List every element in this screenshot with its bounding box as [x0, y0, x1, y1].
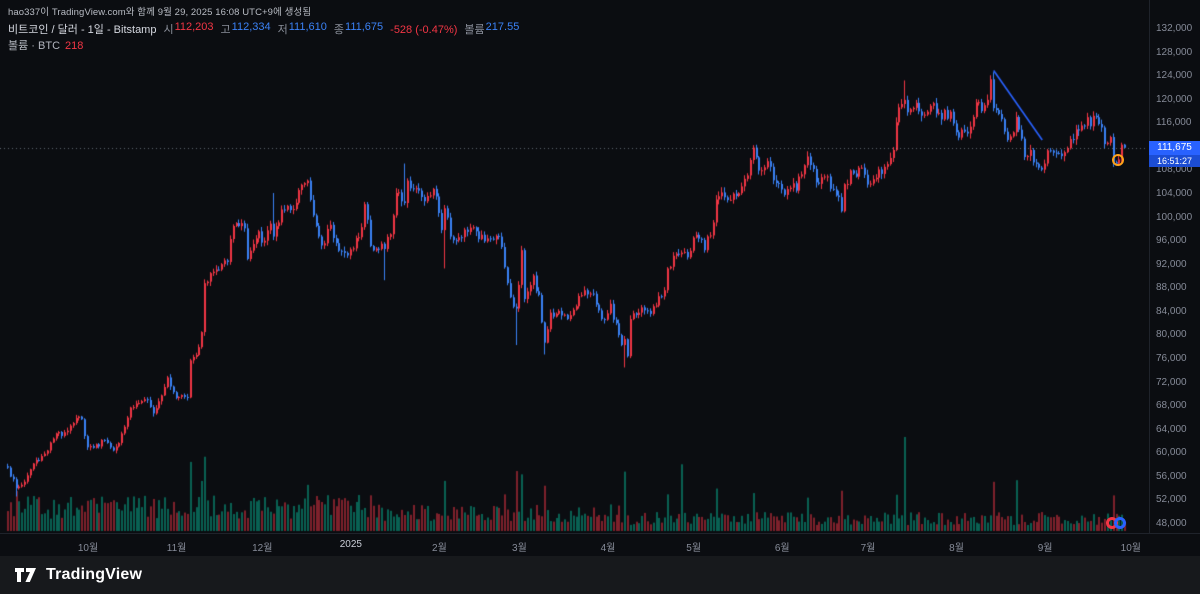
price-axis-label: 84,000 — [1156, 305, 1187, 317]
price-axis-label: 132,000 — [1156, 23, 1193, 34]
price-axis-label: 120,000 — [1156, 93, 1193, 105]
price-axis-label: 80,000 — [1156, 329, 1187, 341]
time-axis-label: 2025 — [339, 539, 362, 550]
last-price-text: 111,675 — [1157, 142, 1192, 153]
last-price-label: 111,675 — [1149, 141, 1200, 155]
low-pair: 저 111,610 — [278, 21, 327, 37]
tradingview-logo-text[interactable]: TradingView — [46, 566, 143, 583]
change-value: -528 (-0.47%) — [390, 24, 458, 36]
time-axis-label: 2월 — [432, 543, 447, 554]
price-axis-label: 104,000 — [1156, 188, 1193, 199]
bar-countdown-label: 16:51:27 — [1149, 155, 1200, 167]
time-axis[interactable]: 10월 11월 12월 2025 2월 3월 4월 5월 6월 7월 8월 9월 10월 — [0, 533, 1200, 556]
price-axis-label: 128,000 — [1156, 46, 1193, 58]
high-label: 고 — [220, 24, 231, 36]
price-axis-label: 52,000 — [1156, 494, 1187, 506]
time-axis-label: 12월 — [252, 543, 273, 554]
time-axis-label: 7월 — [860, 543, 876, 554]
time-axis-label: 9월 — [1037, 543, 1053, 554]
time-axis-label: 10월 — [1120, 543, 1141, 554]
price-axis-label: 96,000 — [1156, 235, 1187, 247]
price-axis-label: 60,000 — [1156, 447, 1187, 459]
price-axis-label: 108,000 — [1156, 164, 1193, 176]
open-value: 112,203 — [174, 21, 214, 33]
low-value: 111,610 — [288, 21, 327, 33]
countdown-text: 16:51:27 — [1156, 156, 1193, 166]
high-value: 112,334 — [231, 21, 271, 33]
price-axis-label: 48,000 — [1156, 518, 1187, 529]
price-chart-canvas[interactable] — [0, 0, 1200, 533]
time-axis-label: 6월 — [774, 543, 790, 554]
tradingview-logo-icon[interactable] — [14, 566, 38, 584]
low-label: 저 — [277, 24, 288, 36]
time-axis-label: 4월 — [600, 543, 616, 554]
circle-drawing-marker[interactable] — [1112, 153, 1125, 166]
price-axis-label: 68,000 — [1156, 400, 1187, 412]
price-axis[interactable]: 132,000128,000124,000120,000116,000112,0… — [1149, 0, 1200, 533]
volume-indicator-legend: 볼륨 · BTC 218 — [8, 37, 83, 53]
price-axis-label: 124,000 — [1156, 70, 1193, 82]
volume-indicator-value: 218 — [65, 40, 84, 52]
chart-sticker[interactable] — [1106, 517, 1126, 529]
price-axis-label: 72,000 — [1156, 376, 1187, 388]
time-axis-label: 5월 — [686, 543, 702, 554]
time-axis-label: 10월 — [77, 543, 99, 554]
close-pair: 종 111,675 — [334, 21, 383, 37]
price-axis-label: 88,000 — [1156, 282, 1187, 294]
open-pair: 시 112,203 — [163, 21, 213, 37]
close-label: 종 — [333, 24, 345, 36]
time-axis-label: 3월 — [512, 543, 527, 554]
high-pair: 고 112,334 — [221, 21, 271, 37]
volume-indicator-title[interactable]: 볼륨 · BTC — [8, 40, 61, 52]
price-axis-label: 56,000 — [1156, 470, 1187, 482]
price-axis-label: 100,000 — [1156, 211, 1193, 223]
time-axis-label: 8월 — [949, 543, 964, 554]
blue-circle-icon — [1114, 517, 1126, 529]
time-axis-label: 11월 — [166, 543, 187, 554]
price-axis-label: 92,000 — [1156, 258, 1187, 270]
ohlc-legend: 비트코인 / 달러 - 1일 - Bitstamp 시 112,203 고 112,… — [8, 21, 519, 37]
footer-bar: TradingView — [0, 556, 1200, 594]
close-value: 111,675 — [345, 21, 384, 33]
volume-pair: 볼륨 217.55 — [464, 21, 519, 37]
attribution-text: hao337이 TradingView.com와 함께 9월 29, 2025 … — [8, 7, 312, 18]
volume-value: 217.55 — [485, 21, 520, 33]
price-axis-label: 116,000 — [1156, 117, 1192, 129]
volume-label: 볼륨 — [464, 24, 485, 36]
symbol-title[interactable]: 비트코인 / 달러 - 1일 - Bitstamp — [8, 24, 157, 36]
price-axis-label: 64,000 — [1156, 423, 1187, 435]
price-axis-label: 76,000 — [1156, 353, 1187, 364]
open-label: 시 — [163, 24, 174, 36]
